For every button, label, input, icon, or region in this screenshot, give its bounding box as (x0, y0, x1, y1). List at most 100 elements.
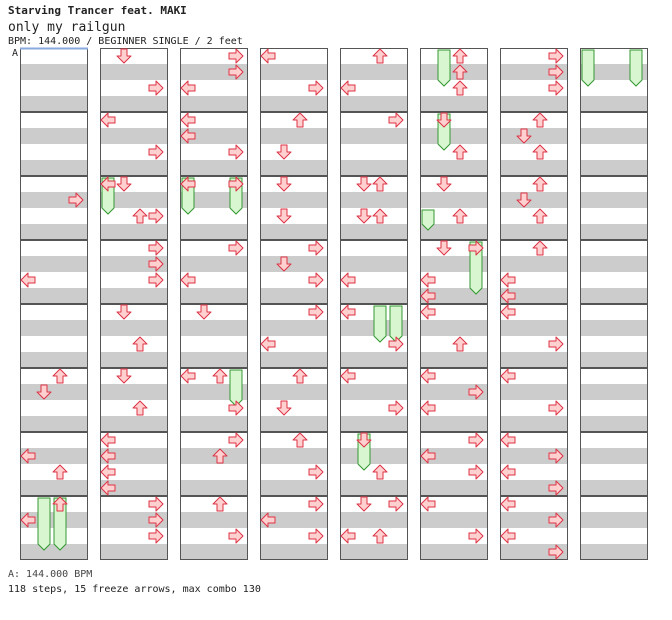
measure-stripe (340, 192, 408, 208)
arrow-right-icon (148, 512, 164, 528)
arrow-left-icon (500, 368, 516, 384)
measure-stripe (180, 416, 248, 432)
step-arrow-right (148, 256, 164, 272)
measure-stripe (100, 384, 168, 400)
measure-stripe (500, 288, 568, 304)
measure-border (340, 176, 408, 240)
step-arrow-right (468, 384, 484, 400)
measure (420, 112, 488, 176)
measure-stripe (260, 352, 328, 368)
step-arrow-up (212, 496, 228, 512)
measure-border (420, 240, 488, 304)
arrow-right-icon (388, 336, 404, 352)
step-arrow-right (228, 400, 244, 416)
step-arrow-right (468, 464, 484, 480)
measure-border (180, 368, 248, 432)
arrow-left-icon (420, 496, 436, 512)
measure-border (340, 496, 408, 560)
step-arrow-left (260, 48, 276, 64)
step-arrow-down (356, 176, 372, 192)
step-arrow-up (452, 48, 468, 64)
measure-stripe (580, 544, 648, 560)
measure-stripe (580, 192, 648, 208)
arrow-right-icon (228, 400, 244, 416)
measure-stripe (260, 512, 328, 528)
measure (420, 48, 488, 112)
step-arrow-left (420, 448, 436, 464)
arrow-up-icon (292, 112, 308, 128)
arrow-left-icon (500, 272, 516, 288)
arrow-right-icon (468, 528, 484, 544)
step-arrow-right (388, 400, 404, 416)
step-arrow-up (532, 144, 548, 160)
arrow-right-icon (228, 48, 244, 64)
measure-stripe (340, 544, 408, 560)
arrow-right-icon (148, 496, 164, 512)
measure (500, 432, 568, 496)
measure-border (580, 48, 648, 112)
measure-border (420, 304, 488, 368)
freeze-arrow-right (469, 241, 483, 295)
measure (20, 240, 88, 304)
arrow-right-icon (388, 400, 404, 416)
arrow-down-icon (116, 304, 132, 320)
measure-stripe (20, 64, 88, 80)
arrow-up-icon (212, 496, 228, 512)
measure-stripe (580, 352, 648, 368)
measure-border (260, 48, 328, 112)
measure (580, 112, 648, 176)
measure-border (260, 176, 328, 240)
measure (260, 240, 328, 304)
step-arrow-down (436, 112, 452, 128)
measure (340, 240, 408, 304)
arrow-right-icon (308, 528, 324, 544)
measure-border (20, 304, 88, 368)
measure (20, 176, 88, 240)
arrow-left-icon (420, 448, 436, 464)
step-arrow-up (372, 48, 388, 64)
arrow-up-icon (372, 48, 388, 64)
arrow-up-icon (212, 368, 228, 384)
step-arrow-up (372, 208, 388, 224)
measure (260, 368, 328, 432)
measure-border (260, 432, 328, 496)
arrow-down-icon (36, 384, 52, 400)
step-arrow-left (340, 304, 356, 320)
measure-border (580, 112, 648, 176)
measure (260, 176, 328, 240)
measure-stripe (500, 352, 568, 368)
arrow-right-icon (308, 80, 324, 96)
arrow-right-icon (308, 464, 324, 480)
freeze-arrow-right (229, 369, 243, 407)
arrow-right-icon (148, 256, 164, 272)
step-arrow-right (468, 240, 484, 256)
measure (260, 496, 328, 560)
measure (580, 368, 648, 432)
measure-border (260, 304, 328, 368)
step-arrow-left (500, 496, 516, 512)
arrow-up-icon (292, 432, 308, 448)
song-title: only my railgun (8, 20, 126, 35)
measure-stripe (580, 416, 648, 432)
measure-border (180, 112, 248, 176)
arrow-right-icon (548, 64, 564, 80)
measure (500, 240, 568, 304)
step-arrow-left (500, 368, 516, 384)
measure-stripe (260, 416, 328, 432)
step-arrow-right (308, 80, 324, 96)
arrow-left-icon (340, 304, 356, 320)
freeze-arrow-right (389, 305, 403, 343)
arrow-left-icon (100, 432, 116, 448)
step-arrow-left (500, 288, 516, 304)
measure (260, 432, 328, 496)
measure-stripe (500, 384, 568, 400)
measure-stripe (180, 256, 248, 272)
step-arrow-left (20, 272, 36, 288)
measure (580, 496, 648, 560)
arrow-up-icon (532, 240, 548, 256)
arrow-up-icon (452, 80, 468, 96)
measure-stripe (500, 448, 568, 464)
measure (340, 432, 408, 496)
step-arrow-down (36, 384, 52, 400)
measure-stripe (100, 256, 168, 272)
